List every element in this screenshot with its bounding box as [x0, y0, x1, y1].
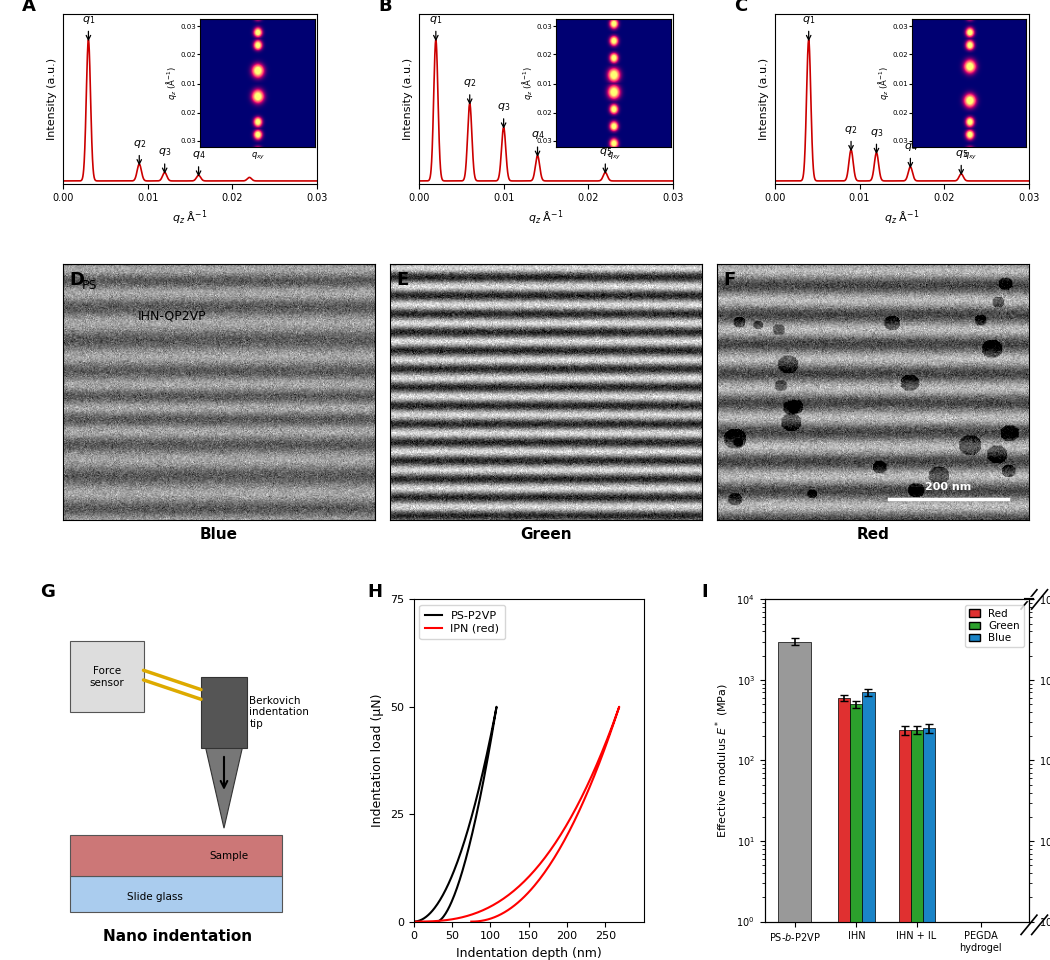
FancyBboxPatch shape [70, 834, 281, 876]
X-axis label: Indentation depth (nm): Indentation depth (nm) [456, 947, 602, 960]
Legend: Red, Green, Blue: Red, Green, Blue [965, 605, 1024, 647]
IPN (red) [407, 916, 420, 927]
Text: $q_{4}$: $q_{4}$ [904, 141, 917, 153]
X-axis label: $q_z$ Å$^{-1}$: $q_z$ Å$^{-1}$ [172, 209, 208, 228]
Text: E: E [397, 272, 408, 289]
Text: IHN-QP2VP: IHN-QP2VP [138, 310, 207, 323]
IPN (red) [500, 905, 512, 917]
X-axis label: $q_z$ Å$^{-1}$: $q_z$ Å$^{-1}$ [884, 209, 920, 228]
X-axis label: Nano indentation: Nano indentation [104, 928, 253, 944]
Text: $q_{4}$: $q_{4}$ [530, 130, 544, 141]
Text: Slide glass: Slide glass [127, 893, 184, 902]
IPN (red) [411, 916, 423, 927]
Polygon shape [206, 748, 243, 828]
Y-axis label: Effective modulus $E^*$ (MPa): Effective modulus $E^*$ (MPa) [713, 683, 731, 838]
IPN (red) [483, 901, 496, 913]
IPN (red) [465, 916, 478, 927]
Text: $q_{4}$: $q_{4}$ [192, 149, 206, 161]
X-axis label: Green: Green [520, 527, 572, 541]
Text: Force
sensor: Force sensor [89, 666, 124, 687]
Text: B: B [378, 0, 392, 15]
PS-P2VP [430, 916, 443, 927]
Text: $q_{3}$: $q_{3}$ [497, 101, 510, 113]
Legend: PS-P2VP, IPN (red): PS-P2VP, IPN (red) [419, 605, 505, 639]
Bar [862, 692, 875, 960]
Text: A: A [22, 0, 36, 15]
PS-P2VP [407, 916, 420, 927]
Text: G: G [40, 584, 55, 601]
PS-P2VP [490, 701, 503, 712]
Bar [850, 705, 862, 960]
Text: $q_{5}$: $q_{5}$ [598, 146, 612, 158]
Text: $q_{3}$: $q_{3}$ [159, 146, 171, 158]
IPN (red) [613, 701, 626, 712]
Text: F: F [723, 272, 736, 289]
Y-axis label: Intensity (a.u.): Intensity (a.u.) [403, 58, 414, 140]
Text: $q_{2}$: $q_{2}$ [132, 138, 146, 150]
Bar [899, 730, 910, 960]
Y-axis label: Intensity (a.u.): Intensity (a.u.) [47, 58, 58, 140]
IPN (red) [520, 889, 532, 900]
PS-P2VP [453, 876, 465, 888]
Text: C: C [734, 0, 748, 15]
Text: Sample: Sample [209, 851, 248, 860]
PS-P2VP [477, 767, 489, 779]
Text: D: D [69, 272, 84, 289]
Text: $q_{2}$: $q_{2}$ [463, 77, 477, 89]
Text: 200 nm: 200 nm [925, 482, 971, 492]
Text: $q_{2}$: $q_{2}$ [844, 124, 858, 135]
Bar [923, 729, 934, 960]
Text: PS: PS [82, 279, 98, 292]
PS-P2VP [408, 916, 421, 927]
X-axis label: Blue: Blue [200, 527, 237, 541]
Bar [910, 730, 923, 960]
IPN (red) [587, 766, 600, 778]
X-axis label: Red: Red [857, 527, 889, 541]
Bar [839, 698, 850, 960]
Line: IPN (red): IPN (red) [414, 707, 620, 922]
Y-axis label: Intensity (a.u.): Intensity (a.u.) [759, 58, 770, 140]
Text: $q_{5}$: $q_{5}$ [954, 148, 968, 159]
Text: Berkovich
indentation
tip: Berkovich indentation tip [249, 696, 309, 729]
FancyBboxPatch shape [70, 641, 144, 712]
Bar [778, 641, 811, 960]
Text: $q_{3}$: $q_{3}$ [869, 127, 883, 138]
FancyBboxPatch shape [201, 677, 247, 748]
PS-P2VP [438, 886, 450, 898]
Text: H: H [368, 584, 383, 601]
PS-P2VP [445, 898, 458, 909]
Text: I: I [701, 584, 708, 601]
IPN (red) [579, 785, 591, 797]
PS-P2VP [480, 752, 492, 763]
Line: PS-P2VP: PS-P2VP [414, 707, 497, 922]
FancyBboxPatch shape [70, 876, 281, 912]
Text: $q_{1}$: $q_{1}$ [802, 13, 816, 26]
X-axis label: $q_z$ Å$^{-1}$: $q_z$ Å$^{-1}$ [528, 209, 564, 228]
Text: $q_{1}$: $q_{1}$ [82, 13, 96, 26]
Y-axis label: Indentation load (μN): Indentation load (μN) [372, 694, 384, 828]
Text: $q_{1}$: $q_{1}$ [429, 13, 442, 26]
